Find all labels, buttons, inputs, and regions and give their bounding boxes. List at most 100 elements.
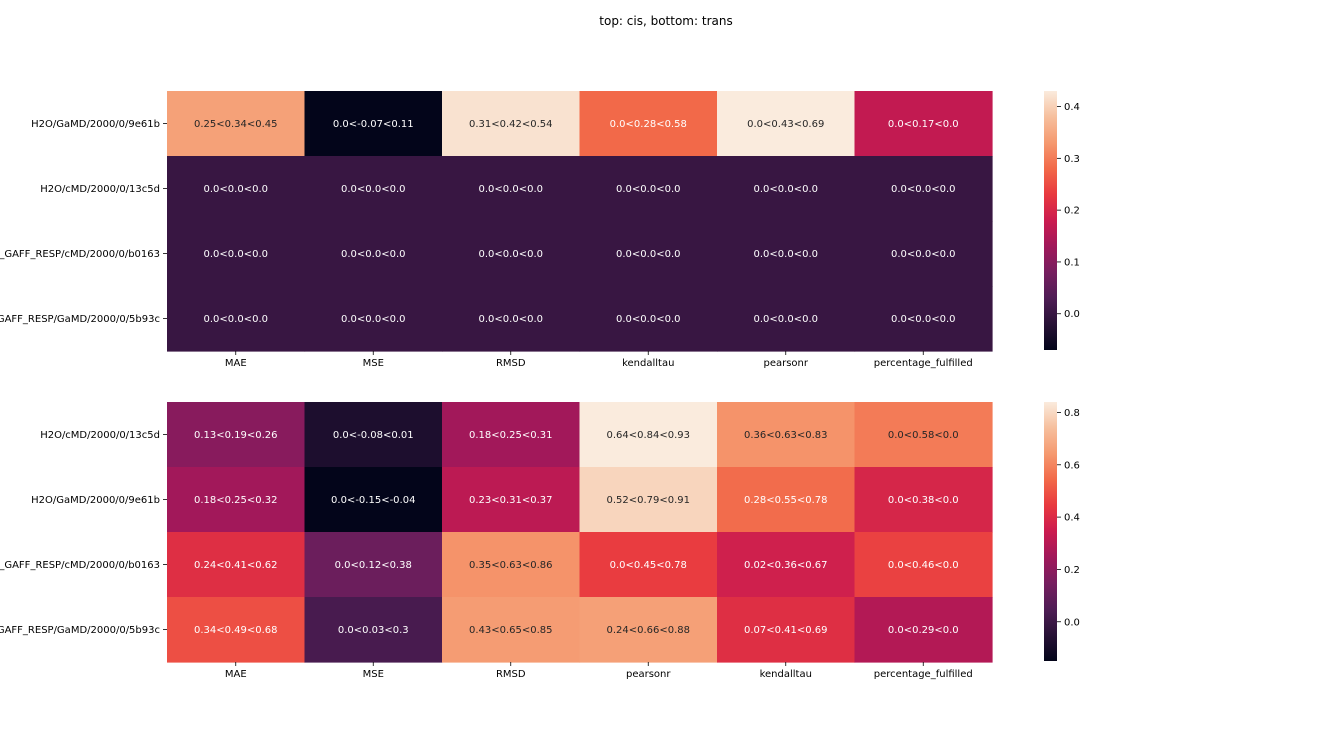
heatmap-cell: [579, 467, 718, 533]
x-tick-label: kendalltau: [760, 669, 812, 680]
cell-annotation: 0.52<0.79<0.91: [606, 495, 690, 506]
cell-annotation: 0.0<-0.07<0.11: [333, 119, 414, 130]
cell-annotation: 0.0<-0.08<0.01: [333, 430, 414, 441]
heatmap-cell: [854, 221, 993, 287]
heatmap-cell: [167, 156, 306, 222]
heatmap-cell: [167, 221, 306, 287]
heatmap-cell: [717, 91, 856, 157]
heatmap-cell: [579, 286, 718, 352]
cell-annotation: 0.0<0.0<0.0: [891, 314, 955, 325]
heatmap-cell: [304, 221, 443, 287]
cell-annotation: 0.0<0.0<0.0: [754, 314, 818, 325]
x-tick-label: kendalltau: [622, 358, 674, 369]
heatmap-cell: [442, 402, 581, 468]
cell-annotation: 0.0<0.03<0.3: [338, 625, 409, 636]
heatmap-cell: [304, 597, 443, 663]
heatmap-cell: [304, 286, 443, 352]
colorbar-tick-label: 0.4: [1064, 513, 1080, 524]
x-tick-label: MSE: [363, 358, 384, 369]
x-tick-label: RMSD: [496, 669, 526, 680]
colorbar-tick-label: 0.3: [1064, 154, 1080, 165]
heatmap-cell: [579, 402, 718, 468]
heatmap-cell: [442, 221, 581, 287]
colorbar-tick-label: 0.2: [1064, 565, 1080, 576]
heatmap-cell: [167, 467, 306, 533]
heatmap-cell: [854, 597, 993, 663]
heatmap-cell: [442, 156, 581, 222]
cell-annotation: 0.0<0.12<0.38: [335, 560, 412, 571]
heatmap-cell: [717, 402, 856, 468]
cell-annotation: 0.0<0.0<0.0: [204, 249, 268, 260]
y-tick-label: H2O/cMD/2000/0/13c5d: [40, 184, 160, 195]
cell-annotation: 0.0<0.28<0.58: [610, 119, 687, 130]
heatmap-cell: [167, 597, 306, 663]
cell-annotation: 0.0<0.38<0.0: [888, 495, 959, 506]
heatmap-cell: [579, 156, 718, 222]
heatmap-cell: [442, 91, 581, 157]
heatmap-top-cis: 0.25<0.34<0.45 0.0<-0.07<0.11 0.31<0.42<0.…: [0, 91, 1080, 369]
heatmap-cell: [717, 532, 856, 598]
cell-annotation: 0.13<0.19<0.26: [194, 430, 278, 441]
heatmap-cell: [442, 532, 581, 598]
cell-annotation: 0.35<0.63<0.86: [469, 560, 553, 571]
heatmap-cell: [167, 402, 306, 468]
heatmap-bottom-trans: 0.13<0.19<0.26 0.0<-0.08<0.01 0.18<0.25<0.…: [0, 402, 1080, 680]
colorbar-tick-label: 0.0: [1064, 309, 1080, 320]
x-tick-label: RMSD: [496, 358, 526, 369]
heatmap-cell: [854, 91, 993, 157]
cell-annotation: 0.0<0.17<0.0: [888, 119, 959, 130]
heatmap-cell: [717, 221, 856, 287]
cell-annotation: 0.31<0.42<0.54: [469, 119, 553, 130]
y-tick-label: _GAFF_RESP/cMD/2000/0/b0163: [0, 560, 160, 571]
y-tick-label: GAFF_RESP/GaMD/2000/0/5b93c: [0, 314, 160, 325]
x-tick-label: MAE: [225, 669, 247, 680]
y-tick-label: H2O/GaMD/2000/0/9e61b: [31, 119, 160, 130]
cell-annotation: 0.25<0.34<0.45: [194, 119, 278, 130]
heatmap-cell: [442, 467, 581, 533]
heatmap-cell: [579, 597, 718, 663]
colorbar: [1044, 91, 1057, 350]
heatmap-cell: [304, 91, 443, 157]
cell-annotation: 0.0<0.0<0.0: [616, 314, 680, 325]
colorbar-tick-label: 0.8: [1064, 408, 1080, 419]
figure-title: top: cis, bottom: trans: [599, 14, 732, 28]
heatmap-cell: [442, 597, 581, 663]
heatmap-cell: [579, 221, 718, 287]
cell-annotation: 0.0<0.0<0.0: [479, 249, 543, 260]
heatmap-cell: [167, 532, 306, 598]
heatmap-cell: [304, 467, 443, 533]
heatmap-cell: [717, 597, 856, 663]
y-tick-label: H2O/GaMD/2000/0/9e61b: [31, 495, 160, 506]
heatmap-cell: [854, 467, 993, 533]
cell-annotation: 0.0<0.58<0.0: [888, 430, 959, 441]
heatmap-cell: [854, 402, 993, 468]
colorbar-tick-label: 0.6: [1064, 460, 1080, 471]
cell-annotation: 0.0<0.46<0.0: [888, 560, 959, 571]
cell-annotation: 0.0<0.0<0.0: [204, 184, 268, 195]
cell-annotation: 0.0<0.0<0.0: [754, 184, 818, 195]
colorbar-tick-label: 0.1: [1064, 257, 1080, 268]
cell-annotation: 0.0<0.29<0.0: [888, 625, 959, 636]
cell-annotation: 0.0<0.43<0.69: [747, 119, 824, 130]
x-tick-label: pearsonr: [626, 669, 671, 680]
heatmap-cell: [717, 286, 856, 352]
heatmap-cell: [717, 156, 856, 222]
cell-annotation: 0.0<0.0<0.0: [891, 184, 955, 195]
cell-annotation: 0.0<0.0<0.0: [616, 184, 680, 195]
heatmap-cell: [304, 156, 443, 222]
heatmap-cell: [854, 532, 993, 598]
y-tick-label: H2O/cMD/2000/0/13c5d: [40, 430, 160, 441]
cell-annotation: 0.0<-0.15<-0.04: [331, 495, 415, 506]
cell-annotation: 0.0<0.0<0.0: [204, 314, 268, 325]
cell-annotation: 0.07<0.41<0.69: [744, 625, 828, 636]
colorbar-tick-label: 0.4: [1064, 102, 1080, 113]
cell-annotation: 0.0<0.0<0.0: [891, 249, 955, 260]
x-tick-label: percentage_fulfilled: [874, 669, 973, 680]
heatmap-cell: [717, 467, 856, 533]
colorbar-tick-label: 0.0: [1064, 617, 1080, 628]
cell-annotation: 0.34<0.49<0.68: [194, 625, 278, 636]
cell-annotation: 0.0<0.0<0.0: [479, 314, 543, 325]
y-tick-label: GAFF_RESP/GaMD/2000/0/5b93c: [0, 625, 160, 636]
x-tick-label: pearsonr: [763, 358, 808, 369]
